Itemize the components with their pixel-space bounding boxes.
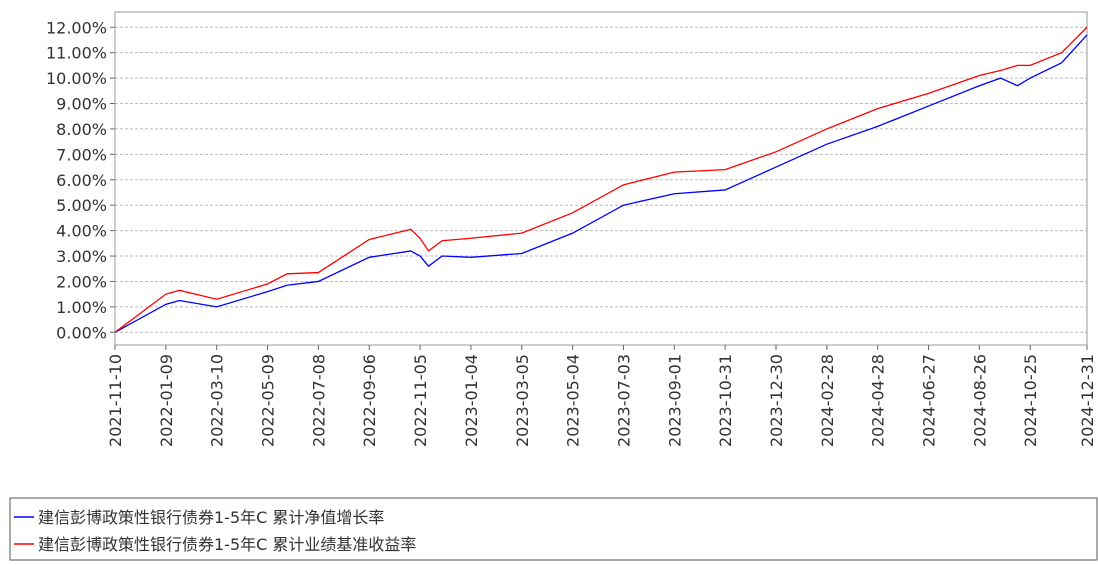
y-tick-label: 6.00% [56,171,107,190]
x-tick-label: 2022-01-09 [157,354,176,447]
x-tick-label: 2023-12-30 [767,354,786,447]
x-tick-label: 2023-05-04 [564,354,583,447]
plot-frame [114,11,1088,346]
x-tick-label: 2024-12-31 [1078,354,1097,447]
y-tick-label: 2.00% [56,272,107,291]
x-tick-label: 2022-05-09 [259,354,278,447]
x-tick-label: 2023-03-05 [513,354,532,447]
x-tick-label: 2023-07-03 [614,354,633,447]
legend-label: 建信彭博政策性银行债券1-5年C 累计净值增长率 [38,508,384,527]
series-line [114,26,1088,333]
x-tick-label: 2024-04-28 [869,354,888,447]
y-tick-label: 12.00% [46,18,107,37]
x-tick-label: 2023-09-01 [665,354,684,447]
x-tick-label: 2024-10-25 [1021,354,1040,447]
x-tick-label: 2024-08-26 [970,354,989,447]
y-tick-label: 3.00% [56,247,107,266]
y-tick-label: 1.00% [56,298,107,317]
y-tick-label: 11.00% [46,44,107,63]
x-tick-label: 2024-02-28 [818,354,837,447]
x-tick-label: 2021-11-10 [106,354,125,447]
x-tick-label: 2023-10-31 [716,354,735,447]
x-tick-label: 2022-03-10 [208,354,227,447]
y-tick-label: 5.00% [56,196,107,215]
legend-label: 建信彭博政策性银行债券1-5年C 累计业绩基准收益率 [38,535,416,554]
y-tick-label: 10.00% [46,69,107,88]
x-tick-label: 2022-11-05 [411,354,430,447]
series-line [114,34,1088,333]
legend-box [9,497,1098,561]
y-tick-label: 0.00% [56,323,107,342]
x-tick-label: 2024-06-27 [920,354,939,447]
x-tick-label: 2023-01-04 [462,354,481,447]
y-tick-label: 8.00% [56,120,107,139]
y-tick-label: 4.00% [56,222,107,241]
x-tick-label: 2022-09-06 [360,354,379,447]
y-tick-label: 7.00% [56,145,107,164]
y-tick-label: 9.00% [56,95,107,114]
x-tick-label: 2022-07-08 [309,354,328,447]
